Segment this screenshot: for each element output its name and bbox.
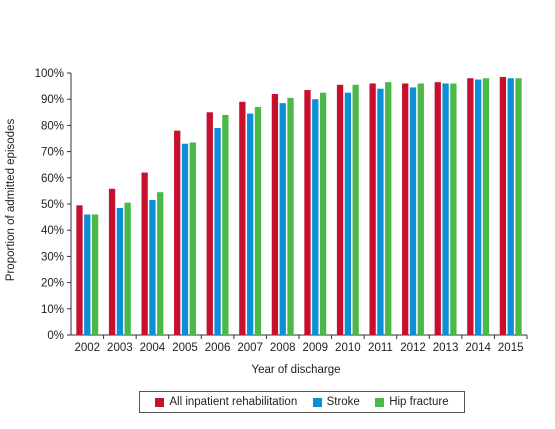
plot-area: 0% 10% 20% 30% 40% 50% 60% 70% 80% 90% 100% 2002 200… <box>35 68 528 354</box>
x-tick-label: 2014 <box>465 342 491 354</box>
bar <box>279 103 286 335</box>
bar <box>116 207 124 335</box>
bar <box>482 78 490 336</box>
bar <box>91 214 99 335</box>
bar <box>515 78 522 336</box>
x-tick-label: 2011 <box>368 342 393 354</box>
y-tick-label: 40% <box>41 225 64 237</box>
bar <box>271 93 279 336</box>
x-tick-label: 2005 <box>172 342 198 354</box>
bar <box>377 88 384 335</box>
bar <box>507 78 514 336</box>
y-tick-label: 60% <box>41 173 64 185</box>
bar <box>352 84 359 335</box>
bar <box>174 130 181 335</box>
bar <box>344 92 352 336</box>
legend-swatch <box>155 397 165 407</box>
bar <box>149 200 156 335</box>
x-tick-label: 2007 <box>237 342 263 354</box>
x-tick-label: 2004 <box>140 342 166 354</box>
bar <box>254 107 262 335</box>
bar <box>417 83 424 335</box>
bar <box>499 76 507 336</box>
bar <box>402 83 409 335</box>
legend-swatch <box>375 397 385 407</box>
x-tick-label: 2010 <box>335 342 361 354</box>
legend-item: Hip fracture <box>375 396 449 408</box>
bar <box>239 101 246 335</box>
y-axis-title: Proportion of admitted episodes <box>5 119 17 282</box>
legend-item: All inpatient rehabilitation <box>155 396 297 408</box>
bar <box>319 92 327 336</box>
x-axis-title: Year of discharge <box>251 364 340 376</box>
bar <box>124 202 131 335</box>
bar <box>409 87 417 335</box>
legend-label: Stroke <box>326 396 360 408</box>
x-tick-label: 2009 <box>302 342 328 354</box>
bar <box>467 78 474 336</box>
bar <box>76 205 83 335</box>
bar <box>474 79 482 335</box>
bar <box>287 97 294 335</box>
x-tick-label: 2012 <box>400 342 426 354</box>
y-tick-label: 0% <box>47 330 64 342</box>
bar <box>434 82 441 335</box>
y-tick-label: 20% <box>41 278 64 290</box>
bar <box>141 172 148 335</box>
y-tick-label: 70% <box>41 147 64 159</box>
bar <box>108 188 116 335</box>
legend-swatch <box>312 397 322 407</box>
y-tick-label: 80% <box>41 120 64 132</box>
x-tick-label: 2015 <box>498 342 524 354</box>
bar <box>222 114 229 335</box>
y-tick-label: 100% <box>35 68 64 80</box>
legend-label: All inpatient rehabilitation <box>169 396 298 408</box>
legend: All inpatient rehabilitation Stroke Hip fr… <box>139 391 465 413</box>
bar <box>214 128 221 335</box>
bar <box>189 142 196 335</box>
bar <box>84 214 91 335</box>
bar <box>157 192 164 335</box>
x-tick-label: 2002 <box>74 342 100 354</box>
bar <box>336 84 344 335</box>
y-tick-label: 10% <box>41 304 64 316</box>
bar <box>450 83 457 335</box>
bar <box>246 113 254 335</box>
bar <box>312 99 319 335</box>
bar <box>442 83 449 335</box>
x-tick-label: 2008 <box>270 342 296 354</box>
bar <box>304 90 311 335</box>
legend-item: Stroke <box>312 396 360 408</box>
x-tick-label: 2003 <box>107 342 133 354</box>
x-tick-label: 2013 <box>433 342 459 354</box>
bar <box>181 143 189 335</box>
y-tick-label: 90% <box>41 94 64 106</box>
bar <box>206 112 213 335</box>
bar <box>385 82 392 335</box>
y-tick-label: 50% <box>41 199 64 211</box>
bar <box>369 83 376 335</box>
x-tick-label: 2006 <box>205 342 231 354</box>
legend-label: Hip fracture <box>389 396 449 408</box>
y-tick-label: 30% <box>41 251 64 263</box>
